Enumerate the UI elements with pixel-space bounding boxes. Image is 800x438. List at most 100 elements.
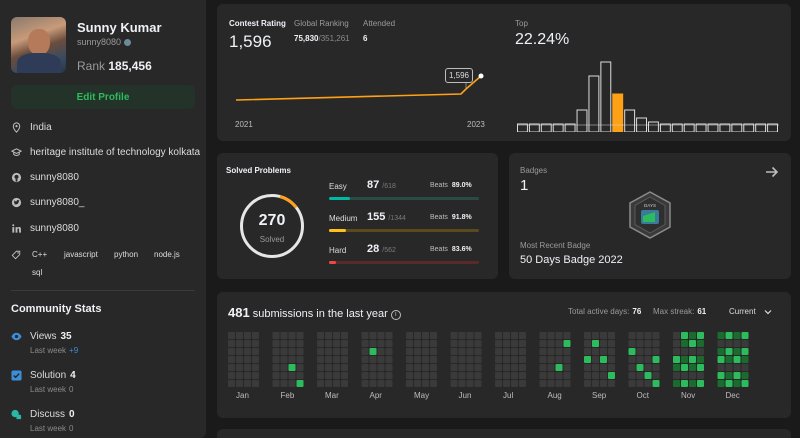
month-label: Nov: [681, 391, 696, 400]
heatmap-cell: [228, 348, 235, 355]
avatar[interactable]: [11, 17, 66, 73]
heatmap-cell: [733, 340, 741, 347]
skill-tag[interactable]: javascript: [64, 250, 98, 259]
heatmap-cell: [628, 372, 636, 379]
heatmap-cell: [503, 380, 510, 387]
heatmap-cell: [406, 372, 413, 379]
discuss-icon: [11, 409, 22, 420]
linkedin-link[interactable]: sunny8080: [30, 223, 79, 234]
heatmap-cell: [539, 348, 547, 355]
heatmap-cell: [608, 340, 615, 347]
heatmap-cell: [673, 380, 680, 387]
heatmap-cell: [406, 340, 413, 347]
ranking-histogram[interactable]: [517, 61, 779, 132]
heatmap-cell: [414, 372, 421, 379]
heatmap-cell: [717, 340, 725, 347]
hard-beats: 83.6%: [451, 246, 472, 253]
heatmap-cell: [474, 332, 482, 339]
heatmap-cell: [450, 372, 458, 379]
heatmap-cell: [430, 364, 437, 371]
rating-line-chart[interactable]: [233, 66, 493, 114]
heatmap-cell: [563, 364, 571, 371]
twitter-link[interactable]: sunny8080_: [30, 197, 85, 208]
skill-tag[interactable]: node.js: [154, 250, 180, 259]
attended-count: 6: [363, 34, 368, 43]
heatmap-cell: [317, 340, 324, 347]
heatmap-cell: [652, 372, 660, 379]
heatmap-cell: [519, 356, 526, 363]
heatmap-cell: [628, 340, 636, 347]
heatmap-cell: [555, 340, 563, 347]
heatmap-cell: [252, 340, 259, 347]
heatmap-cell: [361, 372, 369, 379]
heatmap-cell: [519, 348, 526, 355]
top-label: Top: [515, 19, 528, 28]
badge-50-days-icon[interactable]: DAYS: [627, 190, 673, 240]
heatmap-cell: [377, 380, 385, 387]
heatmap-cell: [288, 372, 296, 379]
heatmap-cell: [385, 364, 393, 371]
heatmap-cell: [272, 380, 280, 387]
heatmap-cell: [288, 340, 296, 347]
heatmap-cell: [450, 348, 458, 355]
heatmap-cell: [333, 348, 340, 355]
heatmap-cell: [252, 356, 259, 363]
month-label: Apr: [369, 391, 382, 400]
skill-tag[interactable]: python: [114, 250, 139, 259]
github-link[interactable]: sunny8080: [30, 172, 79, 183]
heatmap-cell: [608, 380, 615, 387]
easy-count: 87: [367, 179, 380, 191]
heatmap-cell: [288, 380, 296, 387]
location-pin-icon: [12, 122, 21, 133]
github-row[interactable]: sunny8080: [11, 172, 79, 183]
twitter-row[interactable]: sunny8080_: [11, 197, 85, 208]
heatmap-cell: [296, 348, 304, 355]
histogram-bar: [600, 61, 612, 132]
heatmap-cell: [430, 380, 437, 387]
edit-profile-button[interactable]: Edit Profile: [11, 85, 195, 109]
year-end: 2023: [467, 120, 485, 129]
histogram-bar: [517, 123, 528, 132]
heatmap-cell: [717, 348, 725, 355]
heatmap-cell: [539, 356, 547, 363]
heatmap-cell: [385, 332, 393, 339]
arrow-right-icon[interactable]: [763, 163, 781, 181]
heatmap-cell: [341, 356, 348, 363]
heatmap-cell: [555, 348, 563, 355]
solution-check-icon: [11, 370, 22, 381]
solved-problems-card: Solved Problems 270 Solved Easy 87/618 B…: [217, 153, 498, 279]
skill-tag[interactable]: C++: [32, 250, 48, 259]
heatmap-cell: [369, 332, 377, 339]
info-icon[interactable]: i: [390, 310, 401, 320]
heatmap-cell: [296, 380, 304, 387]
heatmap-cell: [673, 364, 680, 371]
heatmap-cell: [628, 356, 636, 363]
heatmap-cell: [236, 364, 243, 371]
heatmap-cell: [280, 356, 288, 363]
easy-progress-bar: [329, 197, 479, 200]
heatmap-cell: [317, 372, 324, 379]
recent-badge-name: 50 Days Badge 2022: [520, 254, 623, 266]
heatmap-cell: [272, 372, 280, 379]
heatmap-cell: [325, 348, 332, 355]
heatmap-cell: [689, 372, 696, 379]
submission-heatmap[interactable]: [228, 332, 768, 387]
heatmap-cell: [644, 332, 652, 339]
heatmap-cell: [414, 364, 421, 371]
heatmap-cell: [539, 372, 547, 379]
heatmap-cell: [430, 332, 437, 339]
heatmap-cell: [450, 332, 458, 339]
period-dropdown[interactable]: Current: [722, 304, 772, 319]
linkedin-row[interactable]: sunny8080: [11, 223, 79, 234]
heatmap-cell: [547, 380, 555, 387]
heatmap-cell: [430, 372, 437, 379]
heatmap-cell: [430, 356, 437, 363]
histogram-bar: [576, 109, 588, 132]
heatmap-cell: [539, 332, 547, 339]
heatmap-cell: [600, 380, 607, 387]
skill-tag[interactable]: sql: [32, 268, 43, 277]
histogram-bar: [659, 123, 671, 132]
heatmap-cell: [280, 332, 288, 339]
status-icon: [124, 39, 132, 46]
heatmap-cell: [495, 332, 502, 339]
